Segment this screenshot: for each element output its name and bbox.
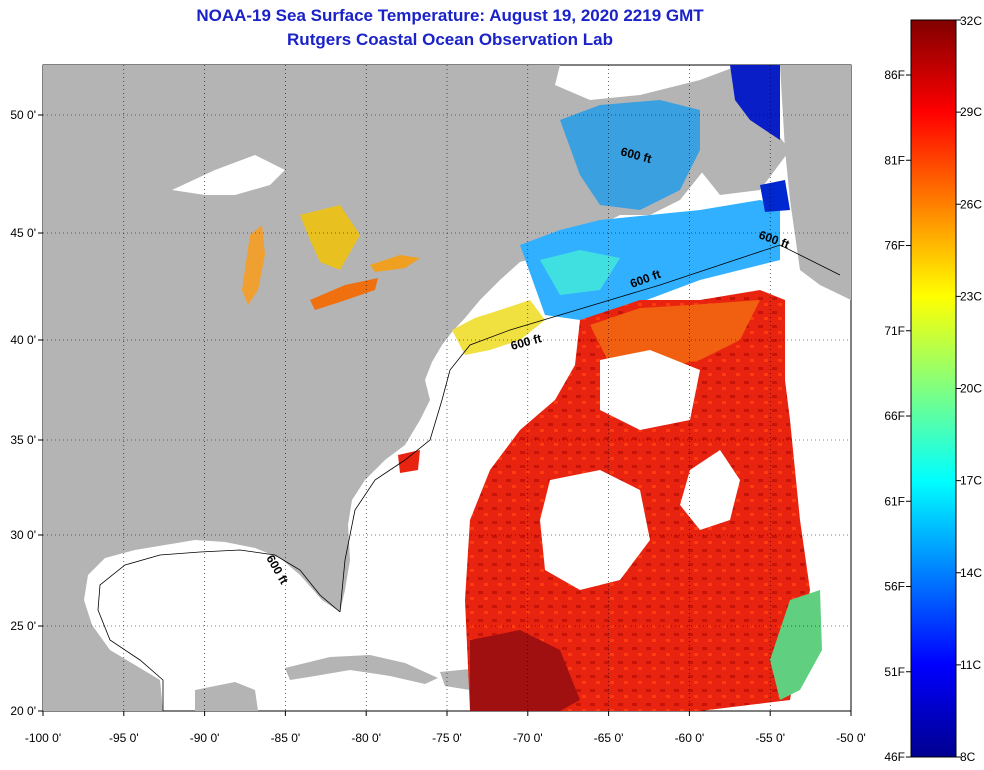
sst-warm-north-patch	[590, 300, 760, 370]
x-tick-label: -55 0'	[755, 731, 785, 745]
contour-600ft-atlantic	[339, 244, 841, 613]
colorbar-label-f: 46F	[884, 750, 905, 764]
y-tick-label: 25 0'	[10, 619, 36, 633]
colorbar-label-c: 11C	[960, 658, 981, 672]
colorbar-label-f: 76F	[884, 239, 905, 253]
great-lake-michigan	[242, 225, 265, 305]
land-cuba	[285, 655, 438, 684]
x-tick-label: -60 0'	[675, 731, 705, 745]
colorbar-label-f: 61F	[884, 494, 905, 508]
sst-cooler-east-edge	[770, 590, 822, 700]
colorbar-celsius-labels: 32C 29C 26C 23C 20C 17C 14C 11C 8C	[956, 14, 982, 764]
y-tick-label: 45 0'	[10, 226, 36, 240]
x-tick-label: -90 0'	[190, 731, 220, 745]
colorbar-label-c: 32C	[960, 14, 982, 28]
x-tick-label: -50 0'	[836, 731, 866, 745]
y-tick-label: 20 0'	[10, 704, 36, 718]
land-yucatan	[195, 682, 258, 711]
x-tick-label: -65 0'	[594, 731, 624, 745]
y-tick-label: 30 0'	[10, 528, 36, 542]
x-tick-label: -85 0'	[271, 731, 301, 745]
sst-cool-gulf-of-st-lawrence	[560, 100, 700, 210]
colorbar-label-f: 81F	[884, 153, 905, 167]
cloud-cover-3	[680, 450, 740, 530]
colorbar-label-c: 23C	[960, 289, 982, 303]
great-lake-ontario	[370, 255, 420, 272]
colorbar-label-c: 14C	[960, 566, 982, 580]
colorbar-label-f: 56F	[884, 580, 905, 594]
latitude-ticks: 50 0' 45 0' 40 0' 35 0' 30 0' 25 0' 20 0'	[10, 108, 43, 718]
x-tick-label: -75 0'	[432, 731, 462, 745]
colorbar-label-f: 66F	[884, 409, 905, 423]
cloud-cover	[540, 470, 650, 590]
map-title-line2: Rutgers Coastal Ocean Observation Lab	[287, 30, 613, 49]
colorbar-label-c: 26C	[960, 197, 982, 211]
colorbar-label-c: 8C	[960, 750, 976, 764]
great-lake-erie	[310, 278, 378, 310]
sst-gulf-of-maine-cyan	[540, 250, 620, 295]
sst-shelf-yellow	[452, 300, 545, 355]
colorbar-label-f: 51F	[884, 665, 905, 679]
colorbar-label-c: 20C	[960, 382, 982, 396]
sst-dark-red-caribbean	[470, 630, 580, 711]
x-tick-label: -70 0'	[513, 731, 543, 745]
y-tick-label: 40 0'	[10, 333, 36, 347]
sst-cool-labrador	[730, 65, 780, 140]
cloud-cover-2	[600, 350, 700, 430]
sst-warm-carolina-spot	[398, 450, 420, 473]
colorbar-fahrenheit-labels: 86F 81F 76F 71F 66F 61F 56F 51F 46F	[884, 68, 911, 764]
colorbar	[910, 19, 957, 758]
y-tick-label: 35 0'	[10, 433, 36, 447]
colorbar-label-c: 29C	[960, 105, 982, 119]
map-title-line1: NOAA-19 Sea Surface Temperature: August …	[196, 6, 704, 25]
y-tick-label: 50 0'	[10, 108, 36, 122]
colorbar-label-c: 17C	[960, 474, 982, 488]
colorbar-label-f: 71F	[884, 324, 905, 338]
colorbar-label-f: 86F	[884, 68, 905, 82]
x-tick-label: -80 0'	[351, 731, 381, 745]
x-tick-label: -95 0'	[109, 731, 139, 745]
graticule	[43, 65, 851, 711]
x-tick-label: -100 0'	[25, 731, 61, 745]
land-east-edge	[780, 65, 851, 300]
sst-deep-blue-patch	[760, 180, 790, 212]
longitude-ticks: -100 0' -95 0' -90 0' -85 0' -80 0' -75 0' -70…	[25, 711, 866, 745]
contour-600ft-gulf	[97, 549, 341, 711]
great-lake-superior	[172, 155, 285, 195]
great-lake-huron	[300, 205, 360, 270]
